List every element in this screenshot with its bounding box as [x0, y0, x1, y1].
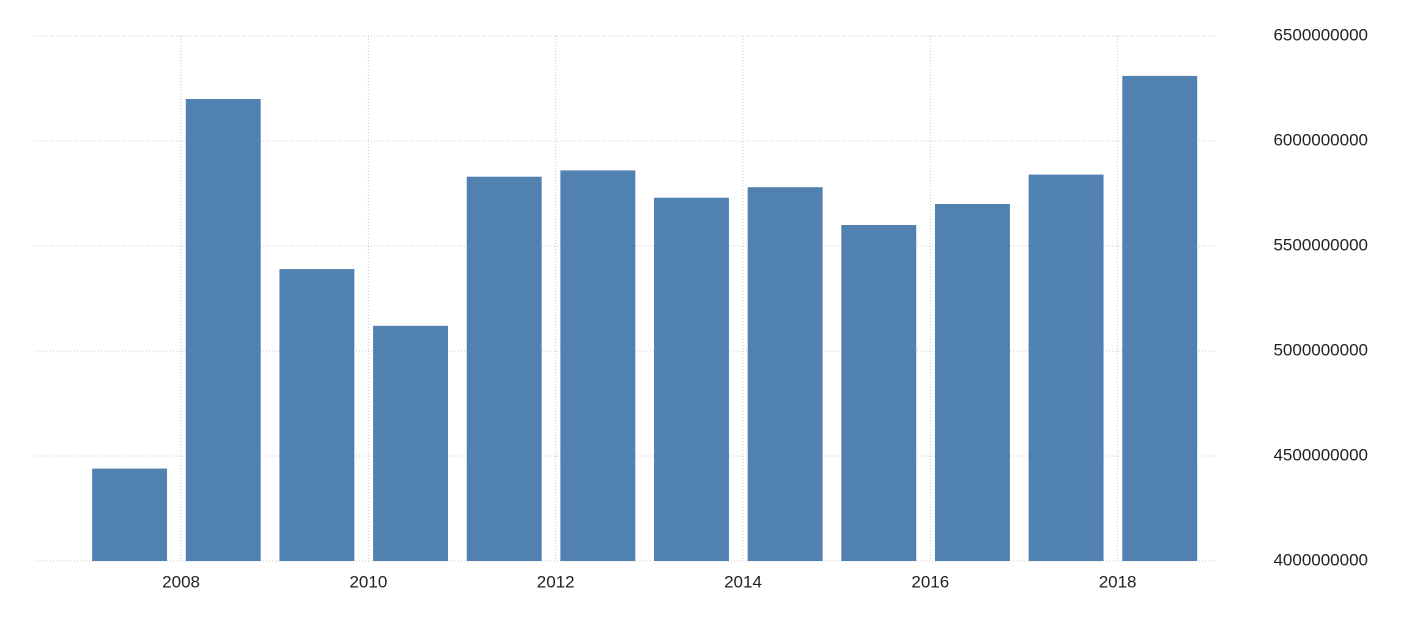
bar [654, 197, 729, 561]
y-tick-label: 6000000000 [1273, 130, 1368, 149]
bar [466, 176, 542, 561]
y-tick-label: 4000000000 [1273, 550, 1368, 569]
bar [841, 225, 917, 561]
y-tick-label: 6500000000 [1273, 25, 1368, 44]
y-tick-label: 5500000000 [1273, 235, 1368, 254]
x-tick-label: 2016 [911, 572, 949, 591]
x-tick-label: 2010 [349, 572, 387, 591]
bar [373, 325, 448, 561]
y-tick-label: 4500000000 [1273, 445, 1368, 464]
y-tick-label: 5000000000 [1273, 340, 1368, 359]
x-tick-label: 2012 [537, 572, 575, 591]
bar [560, 170, 636, 561]
bar [92, 468, 168, 561]
bar [1122, 75, 1198, 562]
bar [185, 99, 261, 561]
x-tick-label: 2014 [724, 572, 762, 591]
x-tick-label: 2008 [162, 572, 200, 591]
x-tick-label: 2018 [1099, 572, 1137, 591]
bar [1028, 174, 1104, 561]
bar [934, 204, 1010, 561]
bar [279, 269, 355, 561]
bar [747, 187, 823, 561]
